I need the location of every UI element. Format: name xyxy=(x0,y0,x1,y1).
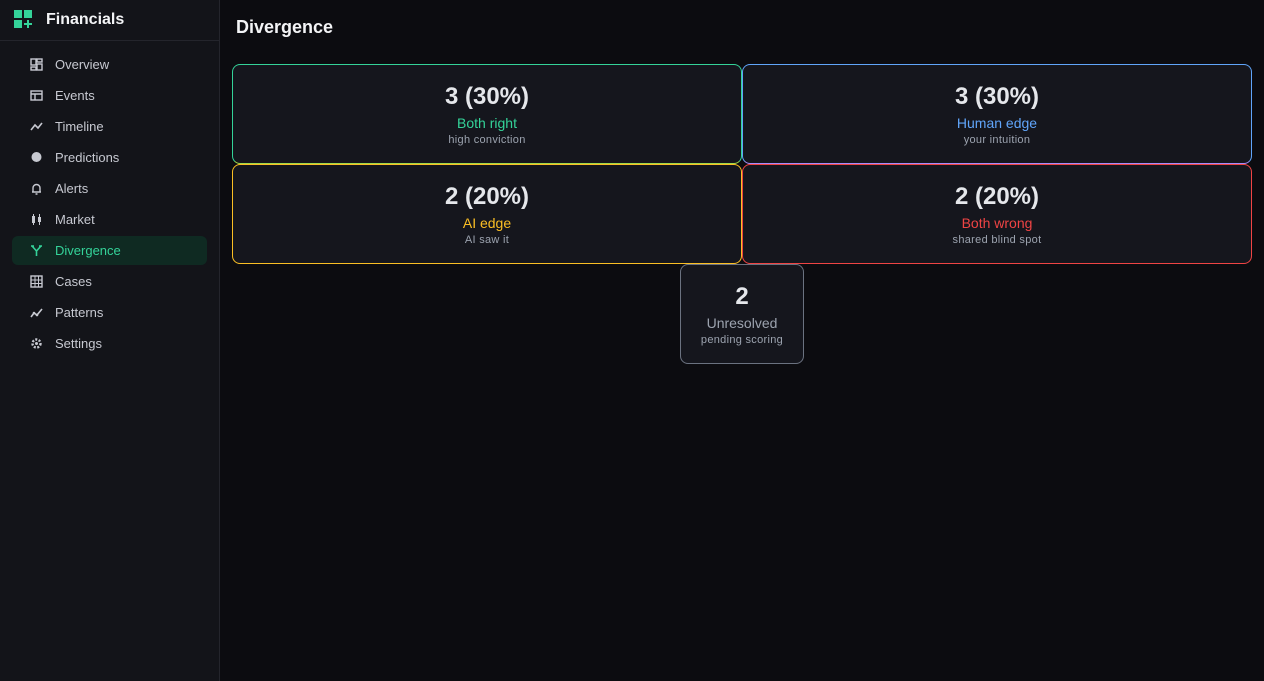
stat-card: 2 (20%) AI edge AI saw it xyxy=(232,164,742,264)
nav-icon xyxy=(32,214,41,225)
card-label: Both wrong xyxy=(961,215,1033,231)
stat-card: 2 (20%) Both wrong shared blind spot xyxy=(742,164,1252,264)
card-label: AI edge xyxy=(462,215,512,231)
nav-label: Divergence xyxy=(55,243,121,258)
nav-icon xyxy=(30,275,43,288)
nav-item[interactable]: Alerts xyxy=(12,174,207,203)
card-sub: AI saw it xyxy=(464,234,510,246)
nav-label: Settings xyxy=(55,336,102,351)
card-value: 2 (20%) xyxy=(954,183,1040,210)
nav: Overview Events Timeline Predictions Ale… xyxy=(0,41,219,369)
brand-name: Financials xyxy=(46,11,125,28)
nav-item[interactable]: Timeline xyxy=(12,112,207,141)
brand-logo xyxy=(14,10,32,28)
card-sub: pending scoring xyxy=(700,334,784,346)
card-sub: high conviction xyxy=(448,134,526,146)
nav-label: Predictions xyxy=(55,150,120,165)
nav-item-active[interactable]: Divergence xyxy=(12,236,207,265)
nav-icon xyxy=(31,152,42,162)
nav-icon xyxy=(32,183,41,195)
nav-item[interactable]: Settings xyxy=(12,329,207,358)
card-value: 2 xyxy=(735,283,749,310)
page-title: Divergence xyxy=(236,17,334,37)
nav-item[interactable]: Patterns xyxy=(12,298,207,327)
nav-label: Alerts xyxy=(55,181,89,196)
nav-label: Cases xyxy=(55,274,92,289)
card-sub: your intuition xyxy=(963,134,1031,146)
nav-label: Events xyxy=(55,88,95,103)
nav-item[interactable]: Market xyxy=(12,205,207,234)
nav-icon xyxy=(30,122,43,131)
nav-label: Market xyxy=(55,212,95,227)
card-value: 2 (20%) xyxy=(444,183,530,210)
card-value: 3 (30%) xyxy=(954,83,1040,110)
nav-item[interactable]: Cases xyxy=(12,267,207,296)
stat-card: 3 (30%) Both right high conviction xyxy=(232,64,742,164)
nav-item[interactable]: Predictions xyxy=(12,143,207,172)
card-sub: shared blind spot xyxy=(952,234,1042,246)
sidebar: Financials Overview Events Timeline Pred… xyxy=(0,0,220,681)
card-label: Human edge xyxy=(956,115,1038,131)
nav-label: Timeline xyxy=(55,119,104,134)
nav-icon xyxy=(31,245,42,256)
brand[interactable]: Financials xyxy=(0,0,219,41)
nav-item[interactable]: Overview xyxy=(12,50,207,79)
nav-label: Overview xyxy=(55,57,110,72)
card-label: Unresolved xyxy=(706,315,778,331)
nav-icon xyxy=(30,308,43,318)
card-label: Both right xyxy=(457,115,517,131)
stat-card: 2 Unresolved pending scoring xyxy=(680,264,804,364)
nav-icon xyxy=(30,90,43,101)
nav-icon xyxy=(30,58,43,71)
nav-label: Patterns xyxy=(55,305,104,320)
stat-card: 3 (30%) Human edge your intuition xyxy=(742,64,1252,164)
nav-item[interactable]: Events xyxy=(12,81,207,110)
card-value: 3 (30%) xyxy=(444,83,530,110)
nav-icon xyxy=(31,338,42,349)
